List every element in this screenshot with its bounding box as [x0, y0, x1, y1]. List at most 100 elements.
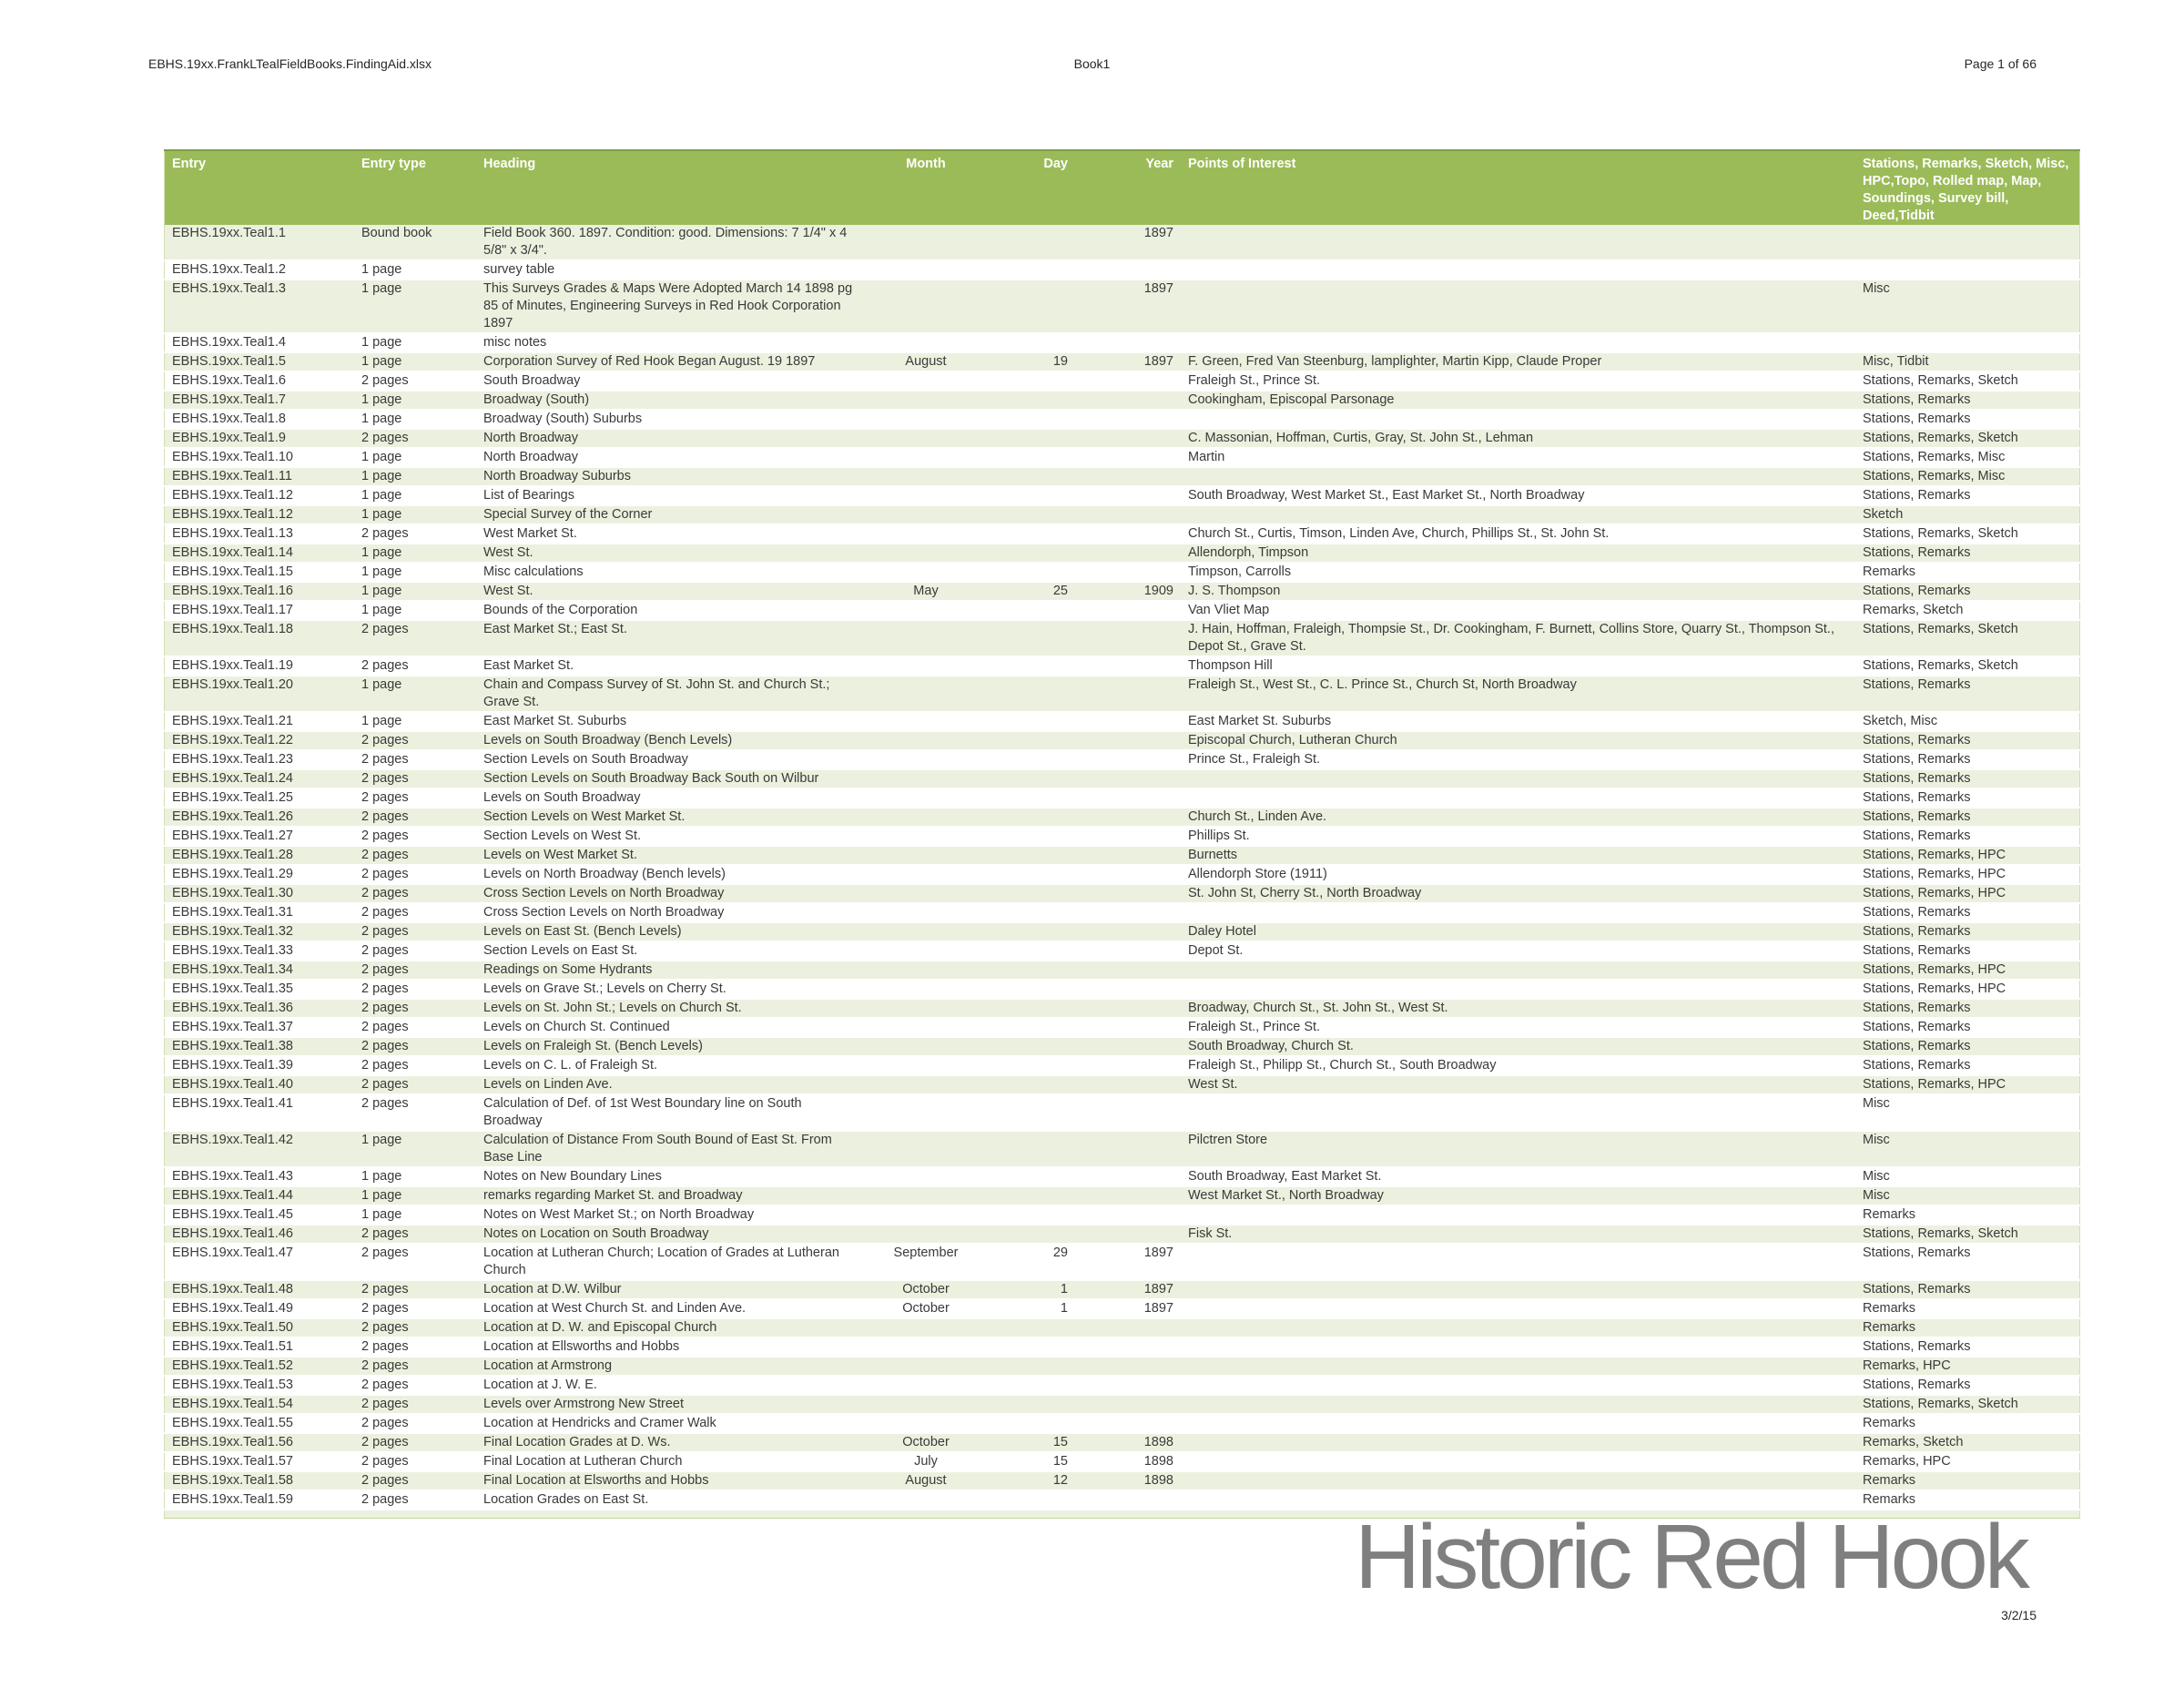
cell-year	[1075, 1414, 1181, 1433]
cell-year	[1075, 1337, 1181, 1357]
cell-day	[983, 1186, 1075, 1205]
cell-entry_type: 2 pages	[361, 829, 409, 843]
cell-entry: EBHS.19xx.Teal1.15	[172, 564, 293, 579]
cell-points_of_interest	[1181, 225, 1855, 260]
cell-heading: South Broadway	[483, 373, 581, 388]
cell-entry: EBHS.19xx.Teal1.36	[172, 1001, 293, 1015]
cell-month	[869, 808, 983, 827]
cell-entry_type: 2 pages	[361, 924, 409, 939]
cell-entry: EBHS.19xx.Teal1.14	[172, 545, 293, 560]
table-header: Entry Entry type Heading Month Day Year Points…	[164, 149, 2080, 225]
cell-heading: Bounds of the Corporation	[483, 603, 638, 617]
table-row: EBHS.19xx.Teal1.40 2 pages Levels on Linde…	[164, 1075, 2080, 1094]
column-header-day: Day	[983, 149, 1075, 225]
cell-entry_type: 1 page	[361, 281, 402, 296]
cell-entry: EBHS.19xx.Teal1.53	[172, 1378, 293, 1392]
cell-year	[1075, 544, 1181, 563]
table-row: EBHS.19xx.Teal1.48 2 pages Location at D.W…	[164, 1280, 2080, 1299]
table-row: EBHS.19xx.Teal1.38 2 pages Levels on Frale…	[164, 1037, 2080, 1056]
cell-stations: Remarks, HPC	[1863, 1454, 1951, 1469]
table-row: EBHS.19xx.Teal1.43 1 page Notes on New Bou…	[164, 1167, 2080, 1186]
cell-heading: Levels on South Broadway	[483, 790, 641, 805]
table-row: EBHS.19xx.Teal1.14 1 page West St. Allendor…	[164, 544, 2080, 563]
cell-month	[869, 467, 983, 486]
cell-entry: EBHS.19xx.Teal1.47	[172, 1246, 293, 1260]
cell-month	[869, 1490, 983, 1510]
cell-year	[1075, 788, 1181, 808]
cell-entry_type: 2 pages	[361, 1096, 409, 1111]
table-row: EBHS.19xx.Teal1.27 2 pages Section Levels …	[164, 827, 2080, 846]
cell-entry: EBHS.19xx.Teal1.3	[172, 281, 286, 296]
table-row: EBHS.19xx.Teal1.55 2 pages Location at Hen…	[164, 1414, 2080, 1433]
print-header-filename: EBHS.19xx.FrankLTealFieldBooks.FindingAi…	[148, 56, 432, 71]
table-row: EBHS.19xx.Teal1.23 2 pages Section Levels …	[164, 750, 2080, 769]
cell-entry: EBHS.19xx.Teal1.21	[172, 714, 293, 728]
cell-entry: EBHS.19xx.Teal1.17	[172, 603, 293, 617]
cell-day: 1	[1060, 1301, 1068, 1316]
cell-month	[869, 1094, 983, 1131]
cell-heading: Field Book 360. 1897. Condition: good. D…	[483, 226, 848, 258]
cell-points_of_interest: C. Massonian, Hoffman, Curtis, Gray, St.…	[1188, 431, 1534, 445]
cell-heading: Final Location at Elsworths and Hobbs	[483, 1473, 709, 1488]
table-row: EBHS.19xx.Teal1.9 2 pages North Broadway C.…	[164, 429, 2080, 448]
cell-entry: EBHS.19xx.Teal1.19	[172, 658, 293, 673]
print-header-workbook-title: Book1	[1073, 56, 1111, 71]
cell-month: July	[914, 1454, 938, 1469]
cell-entry_type: 2 pages	[361, 752, 409, 767]
cell-entry_type: 1 page	[361, 507, 402, 522]
cell-year	[1075, 731, 1181, 750]
cell-entry: EBHS.19xx.Teal1.45	[172, 1207, 293, 1222]
cell-year	[1075, 505, 1181, 524]
cell-stations: Remarks	[1863, 1492, 1916, 1507]
cell-year	[1075, 1357, 1181, 1376]
cell-year: 1898	[1143, 1435, 1173, 1449]
cell-stations	[1855, 333, 2080, 352]
cell-entry_type: 1 page	[361, 450, 402, 464]
cell-month	[869, 1318, 983, 1337]
cell-entry: EBHS.19xx.Teal1.51	[172, 1339, 293, 1354]
cell-heading: Section Levels on South Broadway	[483, 752, 688, 767]
cell-points_of_interest: East Market St. Suburbs	[1188, 714, 1332, 728]
cell-month	[869, 448, 983, 467]
cell-entry_type: 1 page	[361, 603, 402, 617]
cell-heading: Location Grades on East St.	[483, 1492, 649, 1507]
cell-day	[983, 601, 1075, 620]
cell-year	[1075, 391, 1181, 410]
cell-year	[1075, 260, 1181, 280]
cell-day	[983, 1167, 1075, 1186]
cell-day	[983, 1056, 1075, 1075]
cell-heading: Section Levels on West St.	[483, 829, 642, 843]
cell-stations: Stations, Remarks, Sketch	[1863, 373, 2018, 388]
cell-heading: Location at Armstrong	[483, 1358, 613, 1373]
cell-heading: East Market St.	[483, 658, 574, 673]
cell-points_of_interest	[1181, 1376, 1855, 1395]
cell-stations: Remarks	[1863, 1301, 1916, 1316]
cell-year	[1075, 961, 1181, 980]
cell-stations: Stations, Remarks, Sketch	[1863, 622, 2018, 636]
cell-entry_type: 1 page	[361, 714, 402, 728]
cell-entry: EBHS.19xx.Teal1.32	[172, 924, 293, 939]
cell-points_of_interest: Church St., Curtis, Timson, Linden Ave, …	[1188, 526, 1610, 541]
cell-year	[1075, 1094, 1181, 1131]
table-header-row: Entry Entry type Heading Month Day Year Points…	[164, 149, 2080, 225]
table-row: EBHS.19xx.Teal1.5 1 page Corporation Surve…	[164, 352, 2080, 371]
cell-day	[983, 1205, 1075, 1225]
cell-points_of_interest	[1181, 467, 1855, 486]
cell-entry_type: 2 pages	[361, 1039, 409, 1053]
cell-month	[869, 1414, 983, 1433]
cell-entry_type: 2 pages	[361, 658, 409, 673]
cell-entry_type: 2 pages	[361, 771, 409, 786]
cell-heading: North Broadway	[483, 450, 578, 464]
cell-day	[983, 712, 1075, 731]
cell-year	[1075, 620, 1181, 656]
cell-day	[983, 1490, 1075, 1510]
cell-points_of_interest: Fraleigh St., Philipp St., Church St., S…	[1188, 1058, 1497, 1073]
cell-month: September	[893, 1246, 959, 1260]
cell-day	[983, 769, 1075, 788]
cell-heading: Readings on Some Hydrants	[483, 962, 653, 977]
table-row: EBHS.19xx.Teal1.16 1 page West St. May 25 190…	[164, 582, 2080, 601]
cell-day	[983, 999, 1075, 1018]
column-header-year: Year	[1075, 149, 1181, 225]
cell-stations: Stations, Remarks	[1863, 752, 1971, 767]
cell-month	[869, 524, 983, 544]
